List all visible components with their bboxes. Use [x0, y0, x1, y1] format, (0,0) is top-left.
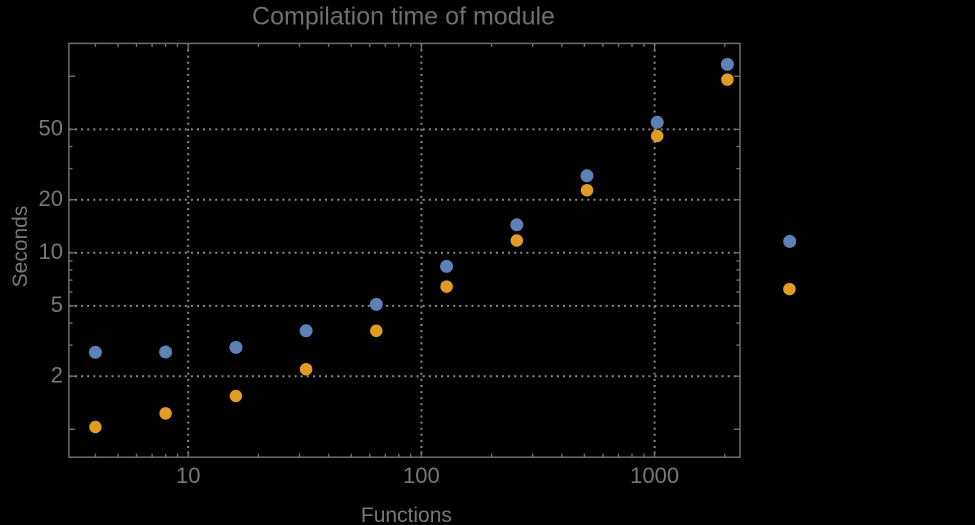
svg-text:50: 50 — [39, 116, 63, 141]
svg-text:10: 10 — [176, 463, 200, 488]
svg-text:5: 5 — [51, 292, 63, 317]
svg-text:20: 20 — [39, 186, 63, 211]
svg-text:Compilation time of module: Compilation time of module — [252, 2, 555, 30]
svg-text:100: 100 — [403, 463, 440, 488]
svg-text:2: 2 — [51, 362, 63, 387]
svg-text:10: 10 — [39, 239, 63, 264]
svg-text:1000: 1000 — [630, 463, 679, 488]
svg-text:Seconds: Seconds — [9, 206, 32, 288]
svg-text:Functions: Functions — [361, 504, 452, 525]
